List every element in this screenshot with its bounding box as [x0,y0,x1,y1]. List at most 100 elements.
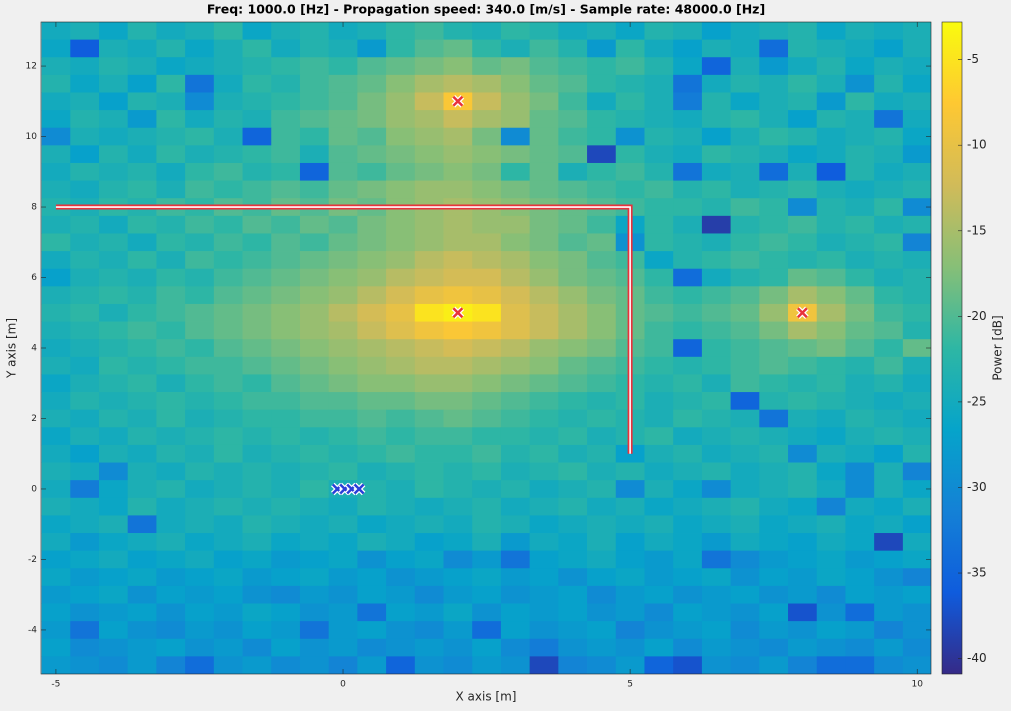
heatmap-cell [816,215,846,234]
heatmap-cell [500,145,531,164]
heatmap-cell [529,656,559,674]
heatmap-cell [357,110,387,129]
heatmap-cell [644,92,674,111]
heatmap-cell [70,145,100,164]
heatmap-cell [357,550,387,569]
heatmap-cell [644,268,674,287]
heatmap-cell [500,233,531,252]
heatmap-cell [673,638,703,657]
heatmap-cell [558,568,588,587]
heatmap-cell [730,568,760,587]
heatmap-cell [414,39,444,58]
heatmap-cell [673,427,703,446]
heatmap-cell [299,92,330,111]
heatmap-cell [902,515,931,534]
heatmap-cell [558,462,588,481]
heatmap-cell [529,321,559,340]
heatmap-cell [127,480,157,499]
heatmap-cell [242,603,272,622]
heatmap-cell [644,515,674,534]
heatmap-cell [185,427,215,446]
heatmap-cell [529,568,559,587]
heatmap-cell [242,497,272,516]
heatmap-cell [299,286,330,305]
heatmap-cell [185,321,215,340]
heatmap-cell [213,497,243,516]
heatmap-cell [816,550,846,569]
heatmap-cell [500,392,531,411]
heatmap-cell [874,303,904,322]
heatmap-cell [759,198,789,217]
heatmap-cell [443,462,473,481]
heatmap-cell [759,127,789,146]
heatmap-cell [788,409,818,428]
heatmap-cell [127,638,157,657]
heatmap-cell [127,39,157,58]
heatmap-cell [271,621,301,640]
heatmap-cell [185,497,215,516]
heatmap-cell [587,251,617,270]
heatmap-cell [500,162,531,181]
colorbar-tick-label: -20 [967,309,987,323]
heatmap-cell [156,621,186,640]
heatmap-cell [386,180,416,199]
heatmap-cell [558,233,588,252]
heatmap-cell [874,392,904,411]
heatmap-cell [759,321,789,340]
heatmap-cell [730,22,760,41]
heatmap-cell [788,215,818,234]
heatmap-cell [70,515,100,534]
heatmap-cell [213,585,243,604]
heatmap-cell [185,515,215,534]
heatmap-cell [443,497,473,516]
heatmap-cell [70,215,100,234]
heatmap-cell [845,638,875,657]
heatmap-cell [529,180,559,199]
heatmap-cell [730,585,760,604]
heatmap-cell [443,392,473,411]
heatmap-cell [587,127,617,146]
heatmap-cell [328,162,358,181]
heatmap-cell [874,145,904,164]
heatmap-cell [472,374,502,393]
heatmap-cell [328,268,358,287]
heatmap-cell [443,427,473,446]
heatmap-cell [213,638,243,657]
heatmap-cell [357,127,387,146]
heatmap-cell [788,180,818,199]
heatmap-cell [615,39,645,58]
heatmap-cell [730,497,760,516]
heatmap-cell [759,39,789,58]
heatmap-cell [98,303,129,322]
heatmap-cell [41,57,71,76]
heatmap-cell [242,22,272,41]
heatmap-cell [500,215,531,234]
heatmap-cell [759,57,789,76]
heatmap-cell [529,603,559,622]
heatmap-cell [701,480,732,499]
heatmap-cell [414,57,444,76]
heatmap-cell [299,480,330,499]
heatmap-cell [357,533,387,552]
heatmap-cell [242,180,272,199]
heatmap-cell [213,427,243,446]
heatmap-cell [299,251,330,270]
heatmap-cell [414,621,444,640]
heatmap-cell [529,444,559,463]
heatmap-cell [299,621,330,640]
heatmap-cell [558,621,588,640]
heatmap-cell [472,22,502,41]
heatmap-cell [845,392,875,411]
heatmap-cell [156,286,186,305]
heatmap-cell [759,22,789,41]
heatmap-cell [328,409,358,428]
heatmap-cell [615,638,645,657]
heatmap-cell [472,356,502,375]
heatmap-cell [644,603,674,622]
heatmap-cell [558,92,588,111]
heatmap-cell [213,57,243,76]
heatmap-cell [41,392,71,411]
heatmap-cell [357,321,387,340]
heatmap-cell [185,444,215,463]
heatmap-cell [644,162,674,181]
